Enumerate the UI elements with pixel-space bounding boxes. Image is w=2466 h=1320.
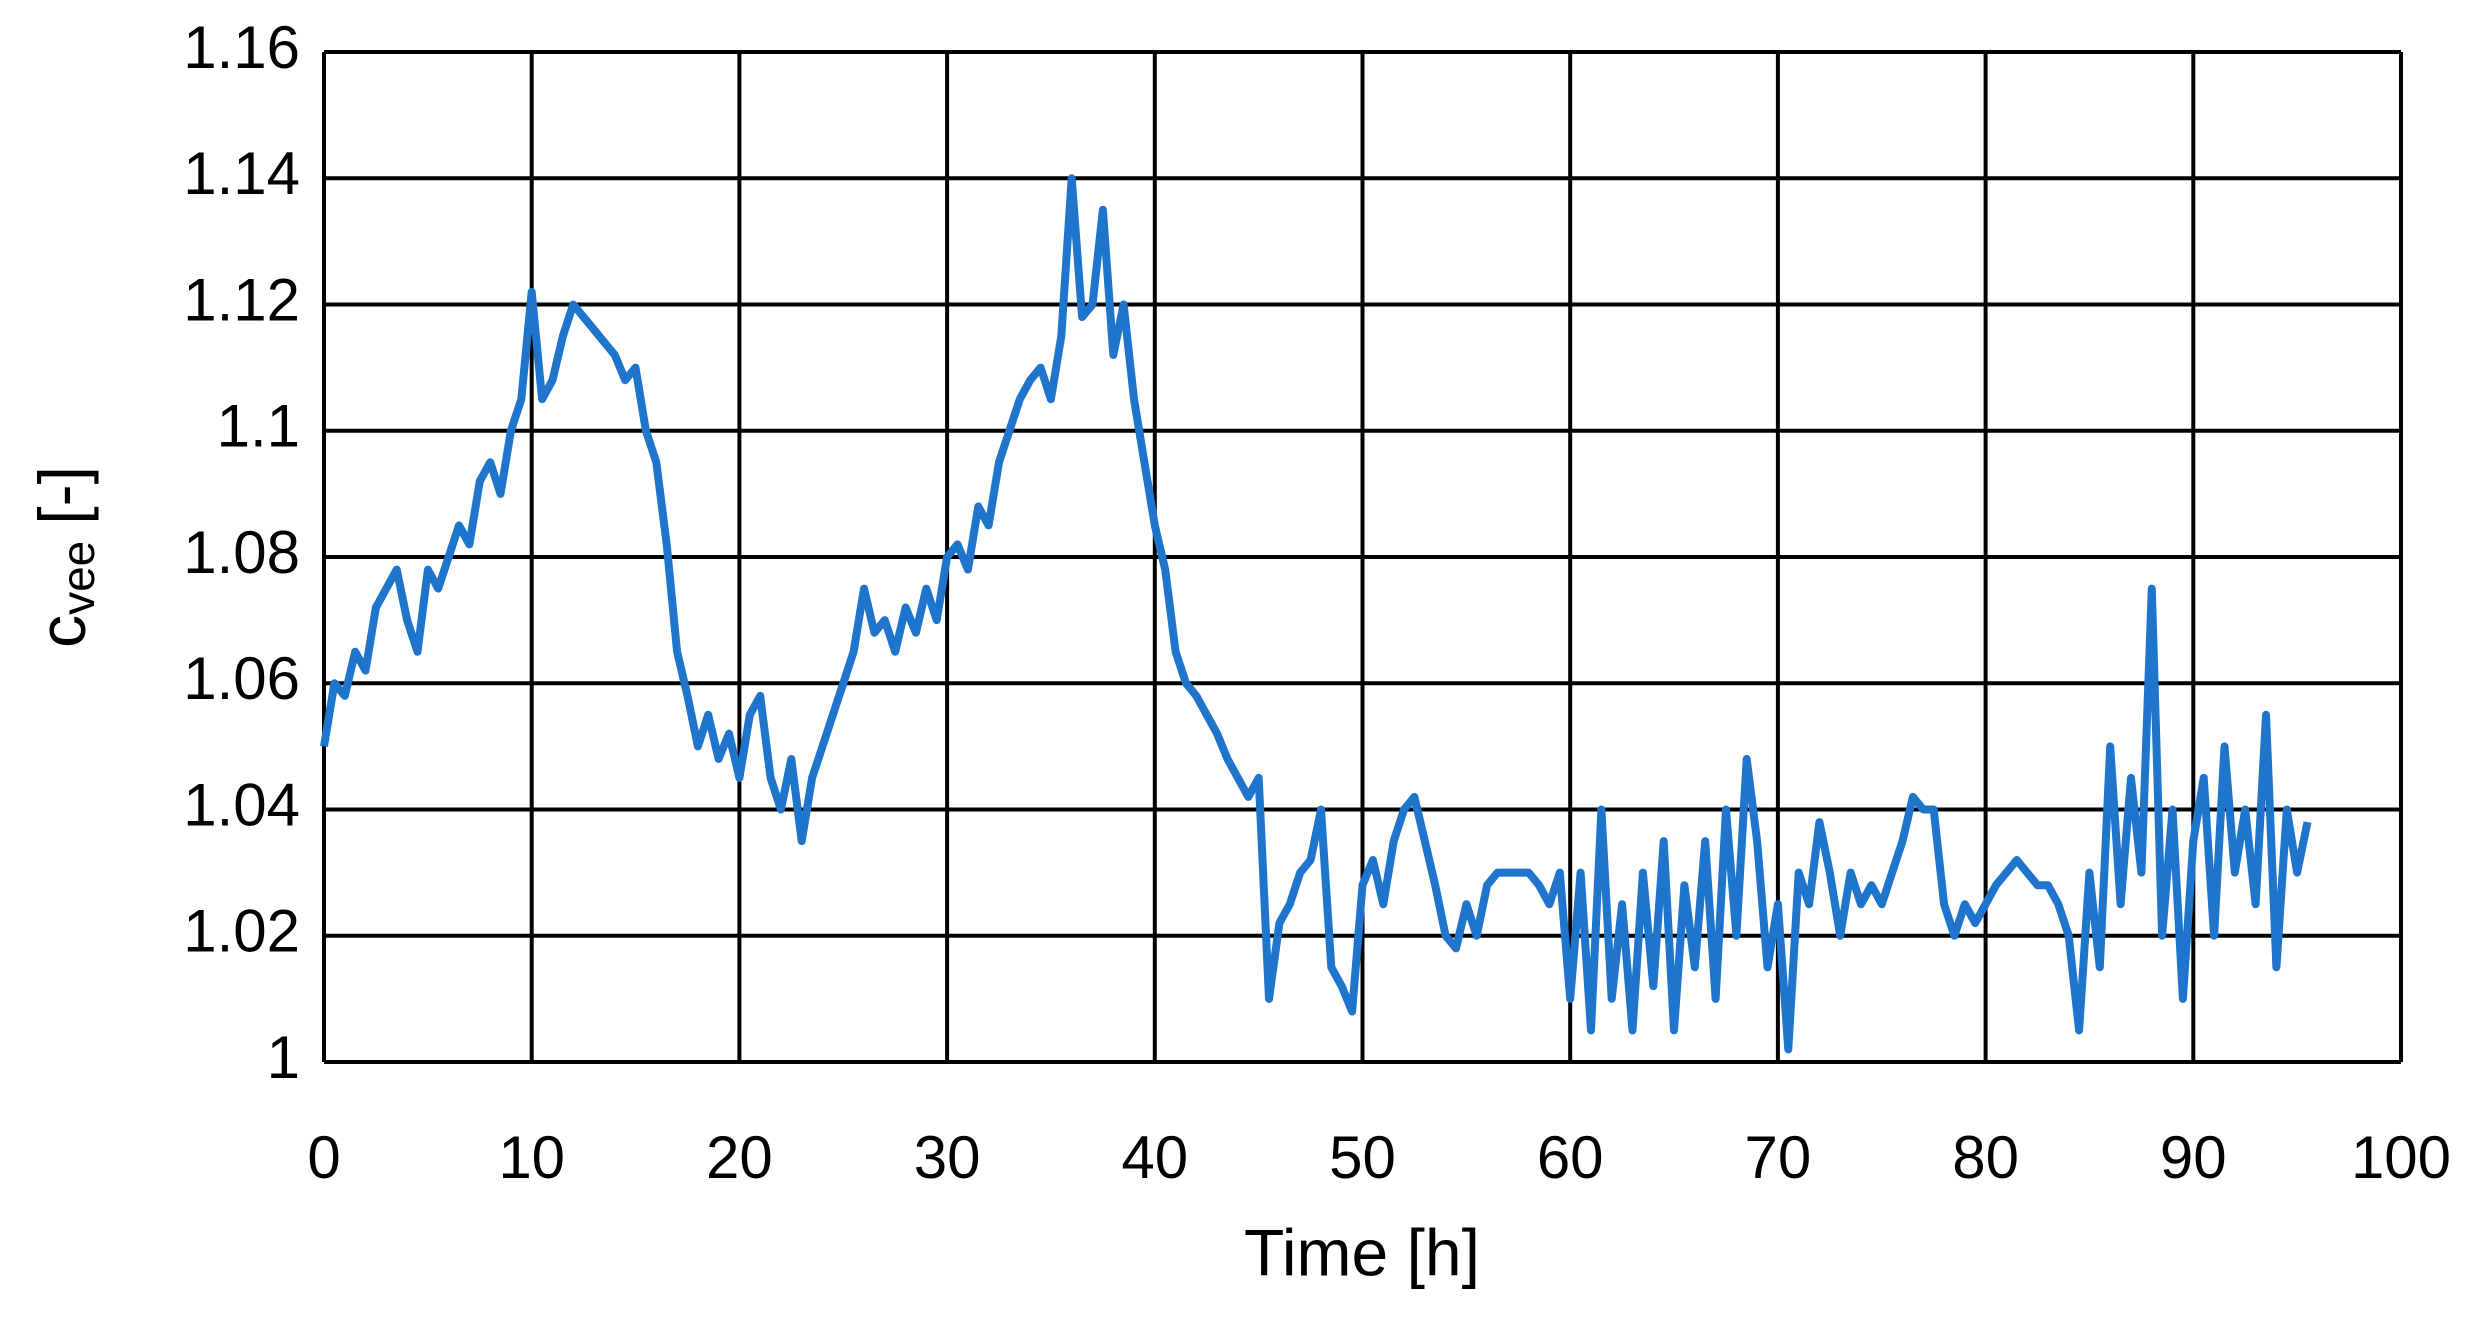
y-axis-title-base: c — [25, 615, 99, 648]
y-tick-label: 1.1 — [217, 393, 300, 460]
y-tick-label: 1.06 — [183, 645, 300, 712]
y-axis-title-unit: [-] — [25, 466, 99, 525]
x-tick-label: 30 — [914, 1124, 981, 1191]
x-tick-label: 10 — [498, 1124, 565, 1191]
x-tick-label: 40 — [1121, 1124, 1188, 1191]
y-axis-title-sub: vee — [52, 541, 104, 615]
x-tick-label: 70 — [1745, 1124, 1812, 1191]
x-tick-label: 50 — [1329, 1124, 1396, 1191]
x-tick-label: 0 — [307, 1124, 340, 1191]
y-tick-label: 1.16 — [183, 14, 300, 81]
y-tick-label: 1.02 — [183, 898, 300, 965]
y-tick-label: 1.14 — [183, 140, 300, 207]
y-tick-label: 1.08 — [183, 519, 300, 586]
x-tick-label: 80 — [1952, 1124, 2019, 1191]
x-axis-title: Time [h] — [1244, 1215, 1480, 1289]
data-line — [320, 174, 2312, 1054]
y-tick-label: 1 — [267, 1024, 300, 1091]
x-tick-label: 100 — [2351, 1124, 2451, 1191]
y-axis-title: cvee [-] — [25, 466, 104, 648]
x-tick-label: 60 — [1537, 1124, 1604, 1191]
y-tick-label: 1.04 — [183, 771, 300, 838]
x-tick-label: 20 — [706, 1124, 773, 1191]
x-tick-label: 90 — [2160, 1124, 2227, 1191]
y-tick-label: 1.12 — [183, 266, 300, 333]
